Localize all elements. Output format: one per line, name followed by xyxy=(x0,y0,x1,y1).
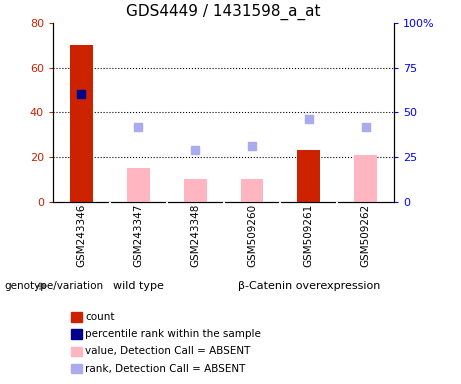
Title: GDS4449 / 1431598_a_at: GDS4449 / 1431598_a_at xyxy=(126,4,321,20)
Point xyxy=(135,124,142,130)
Bar xyxy=(355,155,377,202)
Bar xyxy=(184,179,207,202)
Text: GSM243348: GSM243348 xyxy=(190,204,200,267)
Point xyxy=(191,147,199,153)
Text: GSM243347: GSM243347 xyxy=(133,204,143,267)
Point xyxy=(305,116,313,122)
Text: genotype/variation: genotype/variation xyxy=(5,281,104,291)
Text: GSM509262: GSM509262 xyxy=(361,204,371,267)
Text: GSM509261: GSM509261 xyxy=(304,204,314,267)
Point xyxy=(78,91,85,98)
Point xyxy=(248,143,256,149)
Text: wild type: wild type xyxy=(113,281,164,291)
Bar xyxy=(70,45,93,202)
Bar xyxy=(297,150,320,202)
Text: GSM243346: GSM243346 xyxy=(77,204,87,267)
Text: count: count xyxy=(85,312,115,322)
Bar xyxy=(241,179,263,202)
Text: value, Detection Call = ABSENT: value, Detection Call = ABSENT xyxy=(85,346,251,356)
Point xyxy=(362,124,369,130)
Text: rank, Detection Call = ABSENT: rank, Detection Call = ABSENT xyxy=(85,364,246,374)
Text: GSM509260: GSM509260 xyxy=(247,204,257,267)
Text: percentile rank within the sample: percentile rank within the sample xyxy=(85,329,261,339)
Bar xyxy=(127,168,150,202)
Text: β-Catenin overexpression: β-Catenin overexpression xyxy=(238,281,380,291)
